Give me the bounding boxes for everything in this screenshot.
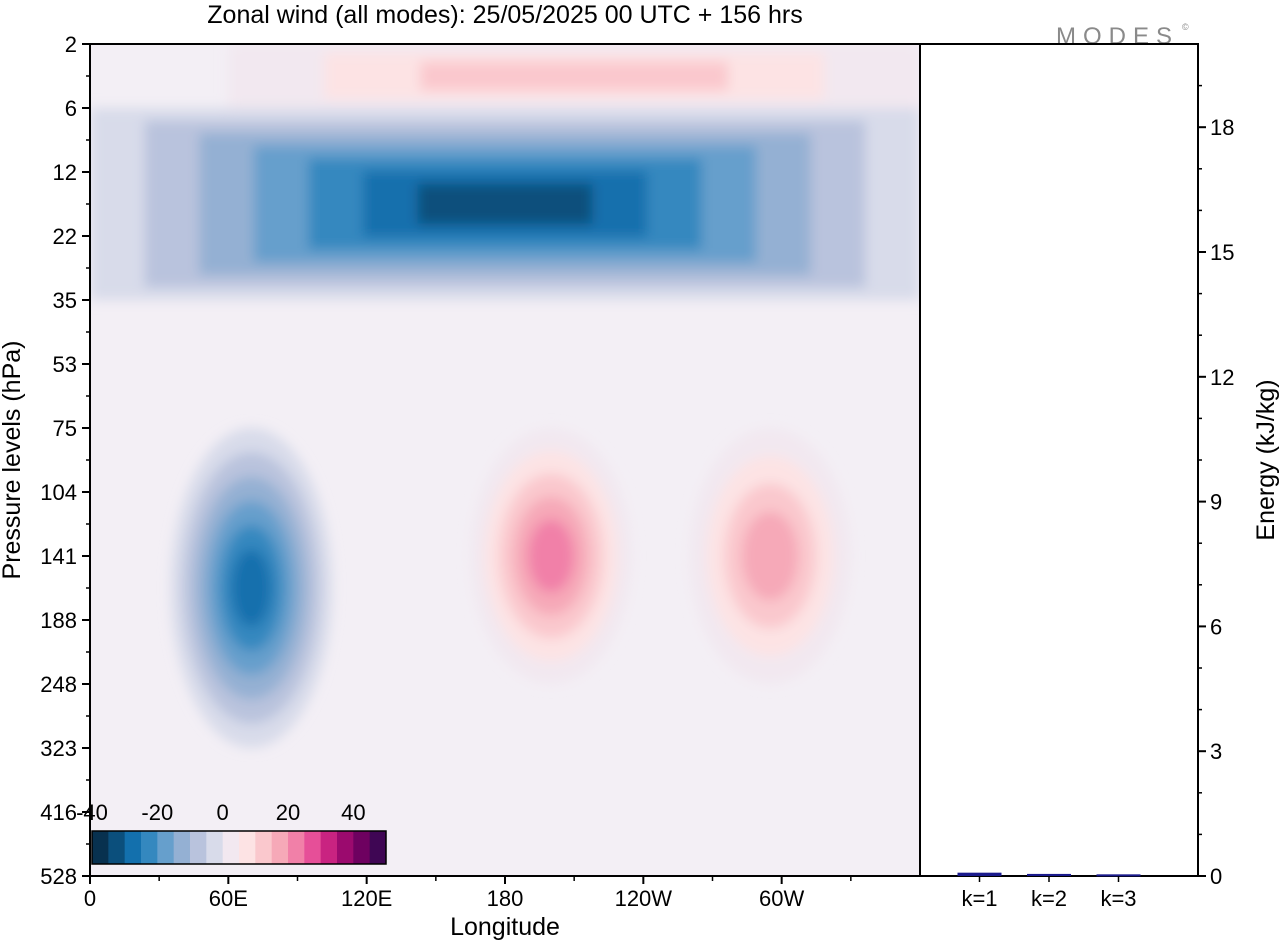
- colorbar-label: 40: [341, 800, 365, 825]
- energy-tick-label: 12: [1210, 365, 1234, 390]
- pressure-tick-label: 528: [40, 864, 77, 889]
- colorbar-swatch: [157, 831, 175, 864]
- energy-bar: [1096, 874, 1141, 877]
- colorbar-label: -40: [76, 800, 108, 825]
- pressure-tick-label: 6: [65, 96, 77, 121]
- energy-bar: [1027, 873, 1071, 876]
- colorbar: -40 -20 0 20 40: [76, 800, 387, 865]
- pressure-tick-label: 35: [53, 288, 77, 313]
- pressure-tick-label: 248: [40, 672, 77, 697]
- heatmap-regions: [90, 44, 920, 748]
- colorbar-swatch: [108, 831, 126, 864]
- longitude-tick-label: 180: [487, 886, 524, 911]
- contour-4-level-3: [420, 61, 728, 91]
- colorbar-label: -20: [141, 800, 173, 825]
- colorbar-swatch: [141, 831, 158, 864]
- longitude-tick-label: 0: [84, 886, 96, 911]
- contour-2-level-5: [528, 519, 575, 593]
- y-axis-label: Pressure levels (hPa): [0, 341, 26, 580]
- energy-tick-label: 6: [1210, 614, 1222, 639]
- heatmap-contours: [90, 44, 920, 748]
- energy-axis: 0 3 6 9 12 15 18: [1198, 84, 1234, 889]
- pressure-axis: 2 6 12 22 35 53 75 104 141 188 248 323 416 528: [40, 32, 90, 889]
- colorbar-swatch: [190, 831, 207, 864]
- colorbar-swatch: [173, 831, 191, 864]
- colorbar-swatch: [255, 831, 273, 864]
- heatmap-field: [90, 44, 920, 876]
- logo-mark: ©: [1182, 22, 1189, 32]
- energy-bar: [957, 872, 1002, 876]
- pressure-tick-label: 2: [65, 32, 77, 57]
- colorbar-swatch: [320, 831, 338, 864]
- contour-3-level-4: [742, 511, 799, 601]
- energy-axis-label: Energy (kJ/kg): [1252, 379, 1280, 540]
- pressure-tick-label: 12: [53, 160, 77, 185]
- colorbar-label: 0: [217, 800, 229, 825]
- energy-tick-label: 9: [1210, 490, 1222, 515]
- energy-bars: k=1 k=2 k=3: [957, 872, 1141, 911]
- energy-tick-label: 18: [1210, 115, 1234, 140]
- x-axis-label: Longitude: [450, 913, 560, 941]
- energy-panel-frame: [919, 43, 1199, 877]
- colorbar-swatch: [239, 831, 256, 864]
- energy-tick-label: 3: [1210, 739, 1222, 764]
- energy-category-label: k=3: [1100, 886, 1136, 911]
- pressure-tick-label: 53: [53, 352, 77, 377]
- longitude-tick-label: 60W: [759, 886, 804, 911]
- colorbar-frame: [91, 830, 387, 865]
- energy-category-label: k=1: [961, 886, 997, 911]
- colorbar-swatch: [288, 831, 305, 864]
- pressure-tick-label: 22: [53, 224, 77, 249]
- chart-title: Zonal wind (all modes): 25/05/2025 00 UT…: [207, 1, 802, 29]
- energy-tick-label: 0: [1210, 864, 1222, 889]
- pressure-tick-label: 323: [40, 736, 77, 761]
- energy-category-label: k=2: [1031, 886, 1067, 911]
- longitude-tick-label: 120E: [341, 886, 392, 911]
- colorbar-swatch: [337, 831, 354, 864]
- contour-0-level-7: [417, 183, 593, 225]
- pressure-tick-label: 75: [53, 416, 77, 441]
- colorbar-swatch: [92, 831, 109, 864]
- longitude-tick-label: 60E: [209, 886, 248, 911]
- colorbar-swatch: [124, 831, 142, 864]
- colorbar-swatch: [222, 831, 240, 864]
- energy-tick-label: 15: [1210, 240, 1234, 265]
- longitude-tick-label: 120W: [615, 886, 673, 911]
- pressure-tick-label: 141: [40, 544, 77, 569]
- colorbar-swatch: [206, 831, 224, 864]
- colorbar-swatch: [353, 831, 371, 864]
- pressure-tick-label: 104: [40, 480, 77, 505]
- colorbar-swatch: [271, 831, 289, 864]
- pressure-tick-label: 188: [40, 608, 77, 633]
- longitude-axis: 0 60E 120E 180 120W 60W: [84, 876, 852, 911]
- colorbar-label: 20: [276, 800, 300, 825]
- colorbar-swatch: [369, 831, 387, 864]
- pressure-tick-label: 416: [40, 800, 77, 825]
- colorbar-swatch: [304, 831, 322, 864]
- contour-1-level-6: [231, 549, 271, 627]
